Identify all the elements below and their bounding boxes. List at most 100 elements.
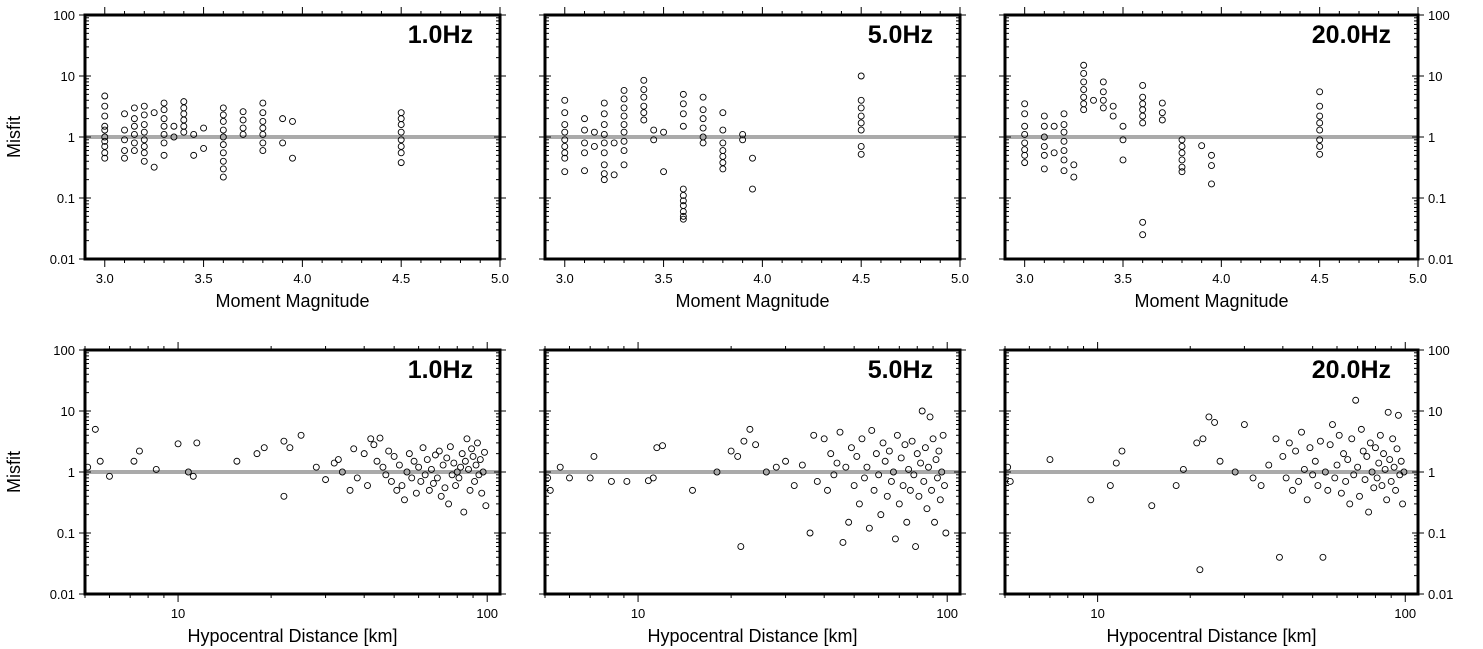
panel-frame — [1003, 348, 1420, 596]
data-point — [1158, 99, 1166, 107]
data-point — [640, 86, 648, 93]
data-point — [857, 104, 865, 112]
frequency-label: 20.0Hz — [1312, 21, 1391, 49]
data-point — [1139, 119, 1147, 127]
data-point — [101, 133, 109, 141]
data-point — [387, 477, 395, 485]
data-point — [650, 126, 658, 134]
data-point — [719, 152, 727, 160]
data-point — [140, 149, 148, 157]
data-point — [1139, 100, 1147, 108]
data-point — [1158, 116, 1166, 124]
data-point — [364, 482, 371, 489]
data-point — [737, 543, 745, 550]
data-point — [101, 126, 109, 134]
data-point — [1090, 96, 1097, 104]
data-point — [653, 444, 661, 452]
data-point — [895, 500, 903, 508]
data-point — [556, 463, 564, 471]
data-point — [219, 111, 227, 119]
data-point — [857, 150, 865, 158]
data-point — [839, 538, 847, 546]
panel-frame — [543, 13, 962, 261]
data-point — [1285, 439, 1293, 447]
data-point — [1311, 457, 1319, 465]
data-point — [607, 477, 615, 485]
data-point — [1272, 435, 1280, 443]
data-point — [1080, 86, 1088, 93]
data-point — [297, 431, 305, 439]
data-point — [160, 122, 168, 130]
data-point — [938, 468, 946, 476]
data-point — [1240, 421, 1248, 428]
data-point — [482, 502, 490, 510]
data-point — [806, 529, 814, 537]
data-point — [1050, 122, 1058, 130]
data-point — [942, 529, 950, 537]
data-point — [813, 477, 821, 485]
data-point — [1397, 457, 1405, 465]
data-point — [1139, 81, 1147, 89]
data-point — [845, 518, 853, 526]
frequency-label: 1.0Hz — [408, 356, 473, 384]
data-point — [431, 451, 439, 459]
data-point — [934, 474, 941, 482]
data-point — [465, 466, 472, 473]
panel-top-right: 0.01 0.1 1 10 100 3.0 3.5 4.0 4.5 5.0 20.0Hz Moment… — [999, 7, 1453, 311]
data-point — [1060, 156, 1068, 164]
data-point — [1198, 142, 1206, 150]
data-point — [883, 492, 891, 500]
data-point — [1352, 396, 1360, 404]
data-point — [390, 452, 398, 460]
data-point — [600, 170, 608, 178]
data-point — [857, 72, 865, 80]
data-point — [857, 96, 865, 104]
x-tick-label: 4.5 — [852, 271, 870, 286]
data-point — [887, 477, 895, 485]
data-point — [749, 154, 756, 162]
data-point — [334, 456, 342, 463]
data-point — [561, 154, 569, 162]
data-point — [1314, 482, 1322, 489]
data-point — [1178, 149, 1186, 157]
data-point — [1178, 168, 1186, 176]
data-point — [279, 139, 287, 147]
data-point — [1118, 447, 1126, 455]
data-point — [385, 447, 393, 455]
data-point — [561, 142, 569, 150]
data-point — [561, 121, 569, 128]
data-point — [180, 98, 188, 106]
data-point — [861, 474, 868, 482]
data-point — [660, 168, 668, 176]
data-point — [699, 124, 707, 132]
data-point — [600, 149, 608, 157]
data-point — [830, 471, 838, 479]
data-point — [1306, 444, 1314, 452]
data-point — [881, 457, 889, 465]
y-tick-label: 1 — [1428, 130, 1435, 145]
data-point — [180, 116, 188, 124]
data-point — [620, 104, 628, 112]
data-point — [1158, 109, 1166, 117]
data-point — [1331, 474, 1339, 482]
data-point — [889, 468, 897, 476]
x-tick-label: 4.5 — [1311, 271, 1329, 286]
frequency-label: 5.0Hz — [868, 356, 933, 384]
data-point — [679, 100, 687, 108]
x-tick-label: 10 — [171, 606, 185, 621]
panel-frame — [1003, 13, 1420, 261]
data-point — [160, 115, 168, 123]
data-point — [1333, 461, 1341, 469]
data-point — [180, 110, 188, 118]
data-point — [239, 131, 247, 138]
data-point — [640, 93, 648, 101]
data-point — [130, 115, 138, 123]
data-point — [1060, 137, 1068, 145]
data-point — [219, 126, 227, 134]
data-point — [239, 124, 247, 132]
y-tick-label: 0.1 — [57, 191, 75, 206]
data-point — [932, 456, 940, 463]
data-point — [1178, 156, 1186, 164]
x-tick-label: 4.0 — [1212, 271, 1230, 286]
